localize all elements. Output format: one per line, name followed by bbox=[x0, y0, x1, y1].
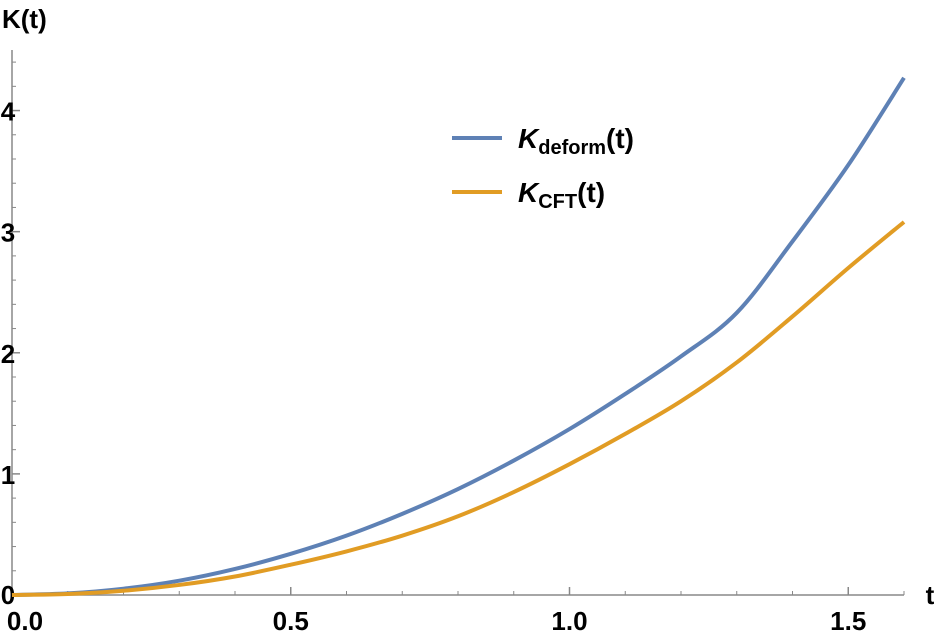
x-tick-label: 0.5 bbox=[273, 606, 309, 636]
x-tick-label: 1.5 bbox=[830, 606, 866, 636]
series-line-0 bbox=[11, 76, 906, 597]
legend-label-0: Kdeform(t) bbox=[518, 123, 634, 159]
legend: Kdeform(t) KCFT(t) bbox=[452, 123, 634, 213]
x-tick-label: 1.0 bbox=[551, 606, 587, 636]
series-layer bbox=[11, 76, 906, 597]
y-tick-label: 1 bbox=[1, 460, 15, 490]
axes: 0.0 0.5 1.0 1.5 0 1 2 3 4 t K(t) bbox=[1, 4, 935, 636]
y-tick-label: 0 bbox=[1, 580, 15, 610]
x-axis-title: t bbox=[926, 580, 935, 610]
series-line-1 bbox=[11, 220, 906, 597]
y-tick-label: 3 bbox=[1, 218, 15, 248]
y-axis-title: K(t) bbox=[2, 4, 47, 34]
y-tick-label: 4 bbox=[1, 97, 16, 127]
y-tick-label: 2 bbox=[1, 339, 15, 369]
x-tick-label: 0.0 bbox=[7, 606, 43, 636]
legend-label-1: KCFT(t) bbox=[518, 177, 605, 213]
